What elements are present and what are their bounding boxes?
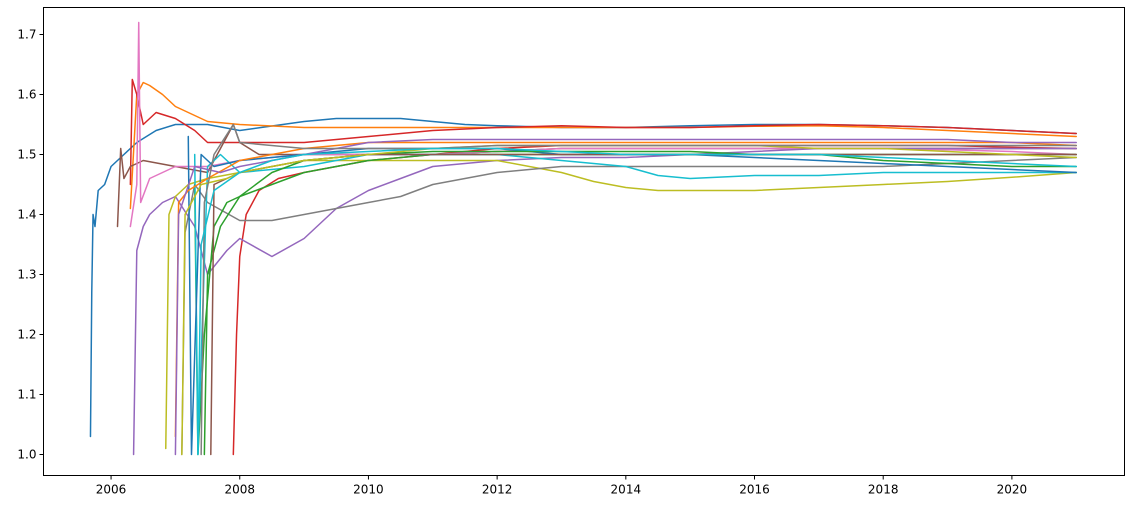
series-line-1 (89, 117, 1077, 438)
series-line-19 (197, 147, 1077, 456)
series-line-4 (232, 144, 1077, 456)
series-line-15 (210, 153, 1077, 456)
series-line-7 (132, 147, 1077, 456)
series-line-18 (200, 123, 1077, 456)
x-tick-label: 2018 (868, 483, 899, 497)
series-line-11 (193, 153, 1077, 456)
series-line-17 (181, 144, 1077, 456)
series-line-13 (174, 141, 1077, 438)
y-axis-ticks: 1.0 1.1 1.2 1.3 1.4 1.5 1.6 1.7 (17, 28, 44, 462)
y-tick-label: 1.3 (17, 268, 36, 282)
x-tick-label: 2020 (997, 483, 1028, 497)
y-tick-label: 1.5 (17, 148, 36, 162)
y-tick-label: 1.1 (17, 388, 36, 402)
x-tick-label: 2010 (353, 483, 384, 497)
x-tick-label: 2008 (224, 483, 255, 497)
x-tick-label: 2006 (96, 483, 127, 497)
series-line-2 (129, 81, 1077, 210)
series-line-3 (129, 78, 1077, 186)
y-tick-label: 1.0 (17, 448, 36, 462)
series-line-16 (174, 138, 1077, 456)
series-line-9 (181, 156, 1077, 456)
y-tick-label: 1.2 (17, 328, 36, 342)
series-line-6 (129, 21, 1077, 228)
x-axis-ticks: 2006 2008 2010 2012 2014 2016 2018 2020 (96, 475, 1028, 497)
x-tick-label: 2016 (739, 483, 770, 497)
series-line-14 (203, 150, 1077, 456)
series-layer (89, 21, 1077, 456)
plot-frame (43, 7, 1125, 476)
x-tick-label: 2012 (482, 483, 513, 497)
series-line-8 (165, 159, 1077, 450)
x-tick-label: 2014 (611, 483, 642, 497)
y-tick-label: 1.7 (17, 28, 36, 42)
series-line-12 (187, 135, 1077, 456)
y-tick-label: 1.6 (17, 88, 36, 102)
y-tick-label: 1.4 (17, 208, 36, 222)
series-line-10 (193, 153, 1077, 456)
